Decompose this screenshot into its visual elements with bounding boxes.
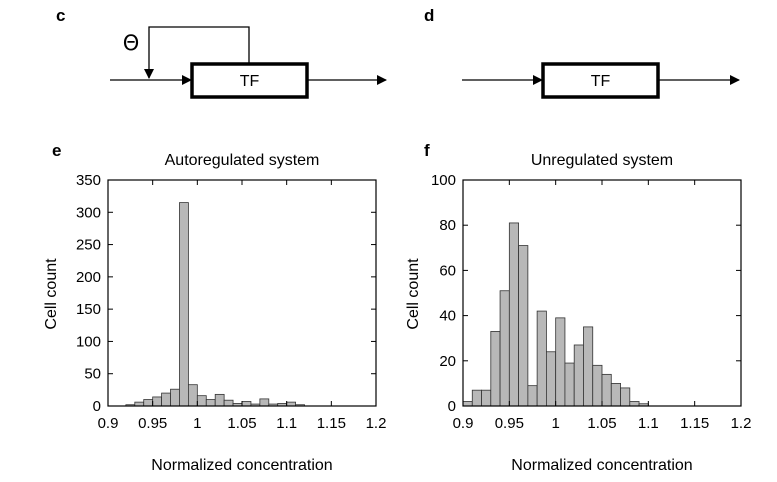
y-tick-label: 100 xyxy=(431,172,456,189)
x-tick-label: 1.2 xyxy=(731,415,752,432)
y-tick-label: 200 xyxy=(76,269,101,286)
chart-unregulated: f Unregulated system Normalized concentr… xyxy=(405,141,751,474)
histogram-bar xyxy=(490,331,501,407)
histogram-bar xyxy=(555,317,566,407)
x-tick-label: 1.15 xyxy=(680,415,709,432)
x-tick-label: 0.9 xyxy=(453,415,474,432)
ticks: 0.9 0.95 1 1.05 1.1 1.15 1.2 0 50 100 150 200 250 300… xyxy=(76,172,386,432)
y-tick-label: 350 xyxy=(76,172,101,189)
histogram-bar xyxy=(592,364,603,407)
histogram-bar xyxy=(527,385,538,407)
y-tick-label: 50 xyxy=(84,366,101,383)
histogram-bar xyxy=(610,382,621,407)
repression-symbol: Θ xyxy=(123,31,140,55)
bars xyxy=(462,222,649,407)
histogram-bar xyxy=(152,396,162,407)
histogram-bar xyxy=(583,326,594,407)
histogram-bar xyxy=(214,393,225,407)
histogram-bar xyxy=(143,399,154,407)
plot-frame xyxy=(107,179,377,407)
histogram-bar xyxy=(518,245,529,407)
diagram-c: c TF Θ xyxy=(56,6,387,99)
x-axis-label: Normalized concentration xyxy=(151,457,332,474)
histogram-bar xyxy=(564,362,575,407)
histogram-bar xyxy=(205,399,216,407)
chart-title: Unregulated system xyxy=(531,152,673,169)
histogram-bar xyxy=(170,388,180,407)
x-tick-label: 1.15 xyxy=(317,415,346,432)
y-tick-label: 250 xyxy=(76,237,101,254)
y-tick-label: 150 xyxy=(76,301,101,318)
histogram-bar xyxy=(620,387,631,407)
histogram-bar xyxy=(573,344,584,407)
x-tick-label: 0.95 xyxy=(138,415,167,432)
ticks: 0.9 0.95 1 1.05 1.1 1.15 1.2 0 20 40 60 80 100 xyxy=(431,172,751,432)
histogram-bar xyxy=(462,401,473,407)
y-axis-label: Cell count xyxy=(405,258,422,330)
x-tick-label: 1 xyxy=(193,415,201,432)
histogram-bar xyxy=(508,222,519,407)
panel-letter-d: d xyxy=(424,6,434,25)
plot-frame xyxy=(462,179,742,407)
y-tick-label: 300 xyxy=(76,204,101,221)
histogram-bar xyxy=(499,290,510,407)
histogram-bar xyxy=(629,401,640,407)
y-tick-label: 0 xyxy=(93,398,101,415)
x-tick-label: 1.2 xyxy=(366,415,387,432)
histogram-bar xyxy=(179,202,189,407)
histogram-bar xyxy=(187,384,198,407)
panel-letter-f: f xyxy=(424,141,430,160)
histogram-bar xyxy=(259,398,270,407)
histogram-bar xyxy=(196,395,207,407)
x-tick-label: 1 xyxy=(551,415,559,432)
y-tick-label: 40 xyxy=(439,308,456,325)
histogram-bar xyxy=(161,392,171,407)
x-tick-label: 1.1 xyxy=(638,415,659,432)
histogram-bar xyxy=(536,310,547,407)
y-tick-label: 60 xyxy=(439,262,456,279)
histogram-bar xyxy=(223,399,234,407)
tf-box-d xyxy=(541,62,660,99)
x-tick-label: 1.1 xyxy=(276,415,297,432)
tf-label-c: TF xyxy=(240,73,260,90)
y-axis-label: Cell count xyxy=(43,258,60,330)
histogram-bar xyxy=(471,389,482,407)
feedback-arrow xyxy=(144,26,250,79)
x-tick-label: 1.05 xyxy=(227,415,256,432)
histogram-bar xyxy=(481,389,492,407)
diagram-d: d TF xyxy=(424,6,740,99)
tf-label-d: TF xyxy=(591,73,611,90)
y-tick-label: 20 xyxy=(439,353,456,370)
x-axis-label: Normalized concentration xyxy=(511,457,692,474)
x-tick-label: 0.9 xyxy=(98,415,119,432)
y-tick-label: 0 xyxy=(448,398,456,415)
x-tick-label: 0.95 xyxy=(495,415,524,432)
panel-letter-c: c xyxy=(56,6,65,25)
histogram-bar xyxy=(601,373,612,407)
bars xyxy=(125,202,305,407)
chart-autoregulated: e Autoregulated system Normalized concen… xyxy=(43,141,386,474)
panel-letter-e: e xyxy=(52,141,61,160)
x-tick-label: 1.05 xyxy=(587,415,616,432)
chart-title: Autoregulated system xyxy=(165,152,320,169)
y-tick-label: 100 xyxy=(76,333,101,350)
histogram-bar xyxy=(241,401,252,407)
y-tick-label: 80 xyxy=(439,217,456,234)
histogram-bar xyxy=(546,351,557,407)
